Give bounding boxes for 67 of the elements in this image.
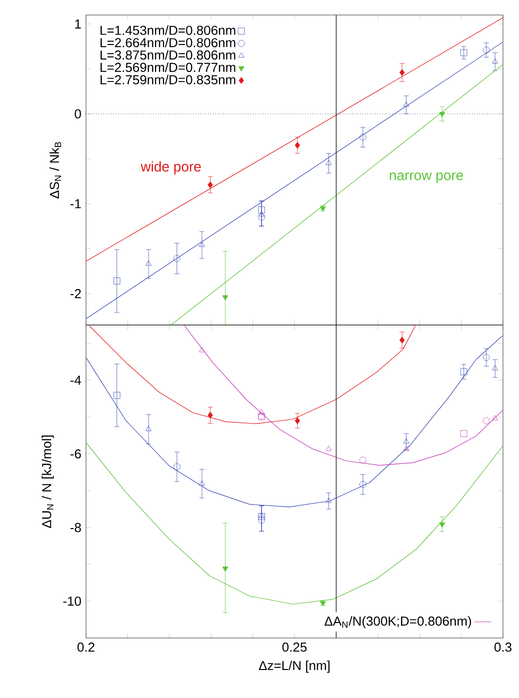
point	[359, 481, 366, 488]
point	[482, 417, 490, 424]
legend-label: L=1.453nm/D=0.806nm	[100, 25, 236, 35]
y-tick-label: -6	[70, 449, 81, 458]
x-tick-label: 0.3	[494, 642, 512, 652]
point	[460, 368, 468, 376]
y-tick-label: -4	[70, 376, 82, 385]
y-tick-label: -10	[63, 596, 81, 606]
point	[113, 278, 120, 284]
point	[359, 456, 366, 464]
x-axis-title: Δz=L/N [nm]	[258, 660, 330, 673]
point	[294, 417, 300, 424]
x-tick-label: 0.2	[77, 642, 94, 652]
x-tick-label: 0.25	[282, 642, 307, 652]
point	[146, 260, 152, 266]
point	[258, 206, 265, 214]
point	[492, 58, 498, 64]
y-tick-label: -1	[70, 199, 81, 208]
annotation: narrow pore	[390, 172, 463, 183]
point	[174, 255, 180, 262]
point	[403, 438, 410, 444]
point	[294, 142, 300, 149]
line-series	[89, 325, 416, 424]
line-series	[184, 325, 504, 466]
point	[198, 480, 205, 486]
point	[439, 112, 446, 118]
y-axis-title: ΔS$_{N}$ / Nk$_{B}$	[49, 142, 62, 198]
y-tick-label: -2	[70, 289, 81, 298]
point	[258, 214, 265, 221]
legend-label: L=2.759nm/D=0.835nm	[100, 74, 236, 84]
y-tick-label: -8	[70, 522, 81, 532]
point	[208, 181, 213, 188]
point	[258, 513, 265, 520]
legend-label: ΔA$_{N}$/N(300K;D=0.806nm)	[324, 616, 472, 628]
point	[460, 430, 468, 438]
y-tick-label: 0	[74, 109, 81, 118]
legend-label: L=2.664nm/D=0.806nm	[100, 38, 236, 48]
point	[359, 134, 366, 141]
point	[492, 415, 498, 420]
point	[460, 49, 468, 56]
point	[482, 46, 490, 54]
point	[439, 522, 446, 528]
point	[258, 516, 265, 524]
point	[113, 392, 120, 399]
point	[403, 101, 410, 107]
point	[326, 160, 332, 166]
point	[222, 566, 228, 572]
point	[208, 412, 213, 419]
point	[146, 426, 152, 432]
point	[258, 512, 265, 518]
point	[174, 463, 180, 470]
point	[258, 409, 265, 414]
point	[482, 354, 490, 361]
point	[198, 242, 205, 247]
point	[326, 446, 332, 451]
point	[399, 336, 405, 344]
legend-label: L=3.875nm/D=0.806nm	[100, 50, 236, 60]
y-axis-title: ΔU$_{N}$ / N [kJ/mol]	[42, 436, 54, 528]
legend-label: L=2.569nm/D=0.777nm	[100, 62, 236, 72]
annotation: wide pore	[140, 161, 201, 174]
point	[399, 69, 405, 76]
point	[403, 446, 410, 451]
point	[198, 347, 205, 352]
point	[326, 498, 332, 503]
point	[492, 365, 498, 370]
point	[222, 295, 228, 301]
y-tick-label: 1	[75, 20, 81, 28]
